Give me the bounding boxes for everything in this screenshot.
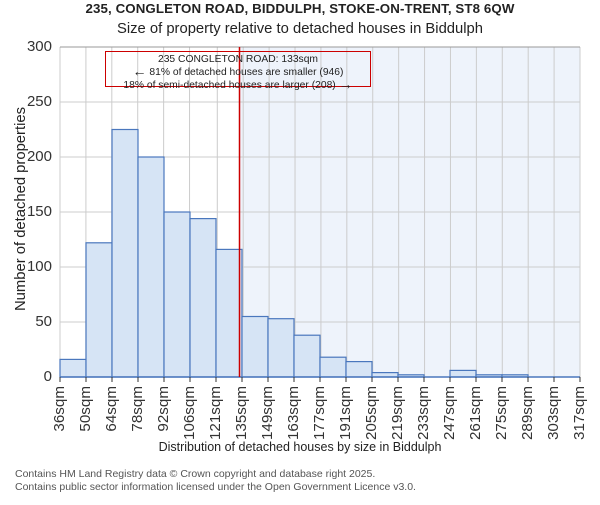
svg-text:219sqm: 219sqm — [389, 386, 406, 440]
svg-text:163sqm: 163sqm — [285, 386, 302, 440]
svg-text:303sqm: 303sqm — [545, 386, 562, 440]
svg-text:149sqm: 149sqm — [259, 386, 276, 440]
svg-text:233sqm: 233sqm — [415, 386, 432, 440]
svg-text:191sqm: 191sqm — [337, 386, 354, 440]
svg-text:300: 300 — [27, 38, 52, 55]
svg-text:0: 0 — [44, 368, 52, 385]
svg-text:177sqm: 177sqm — [311, 386, 328, 440]
svg-text:205sqm: 205sqm — [363, 386, 380, 440]
svg-text:317sqm: 317sqm — [571, 386, 588, 440]
svg-text:121sqm: 121sqm — [207, 386, 224, 440]
svg-text:64sqm: 64sqm — [103, 386, 120, 432]
svg-text:250: 250 — [27, 93, 52, 110]
svg-text:289sqm: 289sqm — [519, 386, 536, 440]
svg-text:78sqm: 78sqm — [129, 386, 146, 432]
svg-text:275sqm: 275sqm — [493, 386, 510, 440]
svg-text:261sqm: 261sqm — [467, 386, 484, 440]
svg-text:50sqm: 50sqm — [77, 386, 94, 432]
svg-text:200: 200 — [27, 148, 52, 165]
svg-text:150: 150 — [27, 203, 52, 220]
svg-text:36sqm: 36sqm — [51, 386, 68, 432]
svg-text:106sqm: 106sqm — [181, 386, 198, 440]
svg-text:100: 100 — [27, 258, 52, 275]
svg-text:50: 50 — [35, 313, 52, 330]
svg-text:135sqm: 135sqm — [233, 386, 250, 440]
svg-text:92sqm: 92sqm — [155, 386, 172, 432]
svg-text:247sqm: 247sqm — [441, 386, 458, 440]
